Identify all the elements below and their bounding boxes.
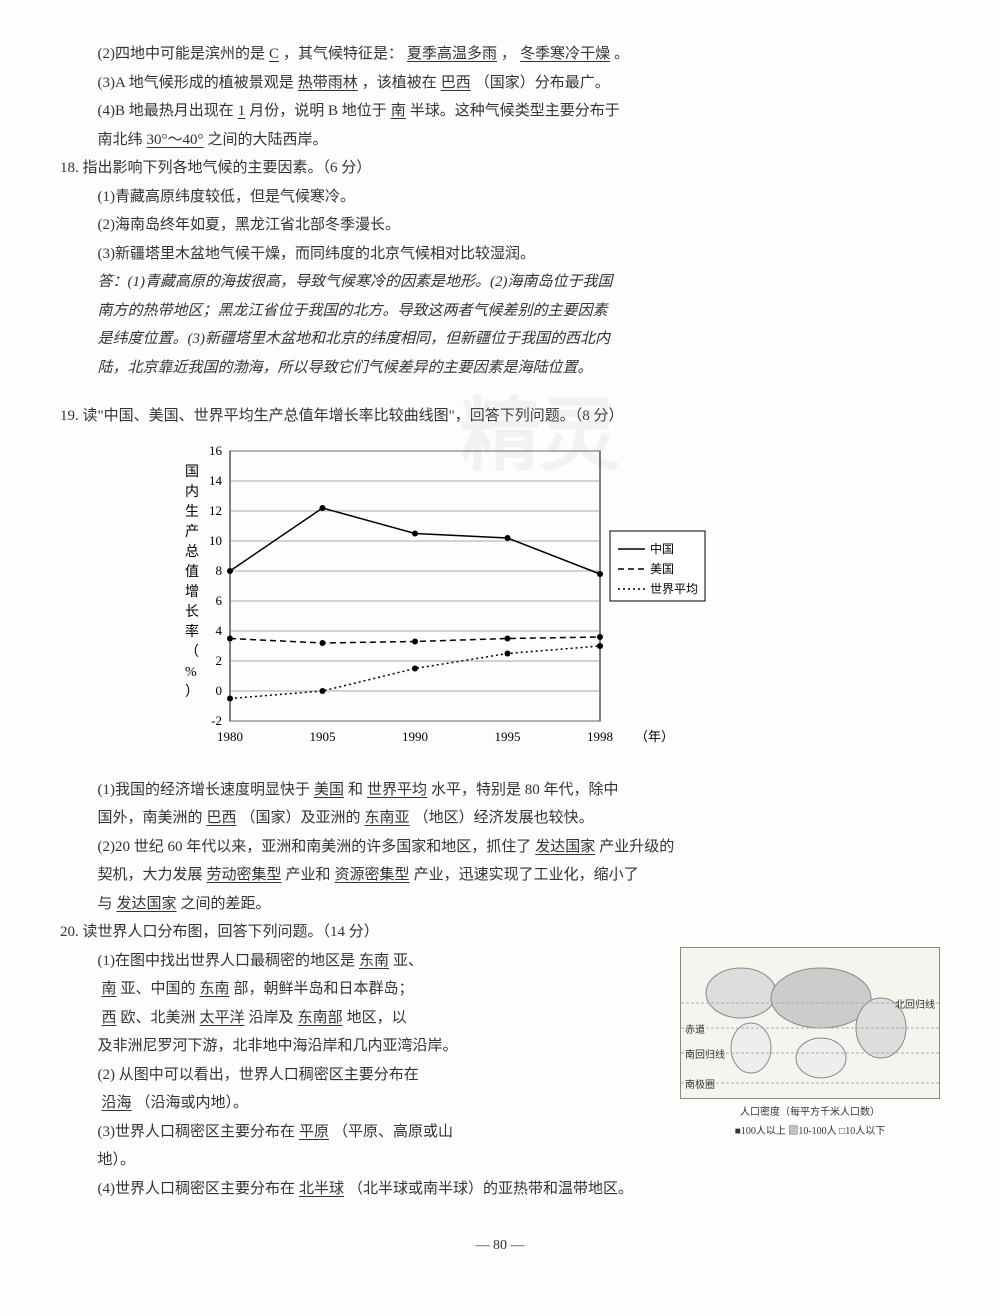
answer: 劳动密集型 xyxy=(203,867,286,883)
q18-s3: (3)新疆塔里木盆地气候干燥，而同纬度的北京气候相对比较湿润。 xyxy=(60,240,940,269)
svg-text:国: 国 xyxy=(185,465,199,480)
q19-l2c: 与发达国家之间的差距。 xyxy=(60,890,940,919)
svg-text:1998: 1998 xyxy=(587,729,613,744)
svg-text:8: 8 xyxy=(216,563,223,578)
q20-text-block: (1)在图中找出世界人口最稠密的地区是东南亚、 南亚、中国的东南部，朝鲜半岛和日… xyxy=(60,947,660,1175)
q20-l2b: 沿海（沿海或内地）。 xyxy=(60,1089,660,1118)
svg-text:长: 长 xyxy=(185,604,199,620)
answer: 热带雨林 xyxy=(294,75,362,91)
answer: 1 xyxy=(234,103,250,119)
answer: 巴西 xyxy=(203,810,241,826)
q17-line4a: (4)B 地最热月出现在1月份，说明 B 地位于南半球。这种气候类型主要分布于 xyxy=(60,97,940,126)
q20-l1d: 及非洲尼罗河下游，北非地中海沿岸和几内亚湾沿岸。 xyxy=(60,1032,660,1061)
q18-title: 18. 指出影响下列各地气候的主要因素。（6 分） xyxy=(60,154,940,183)
q19-title: 19. 读"中国、美国、世界平均生产总值年增长率比较曲线图"，回答下列问题。（8… xyxy=(60,402,940,431)
svg-text:16: 16 xyxy=(209,443,223,458)
q17-line4b: 南北纬30°～40°之间的大陆西岸。 xyxy=(60,126,940,155)
svg-text:（年）: （年） xyxy=(635,729,674,744)
svg-text:2: 2 xyxy=(216,653,223,668)
svg-text:1905: 1905 xyxy=(310,729,336,744)
answer: 东南亚 xyxy=(361,810,414,826)
svg-text:值: 值 xyxy=(185,564,199,580)
map-legend: ■100人以上 ▨10-100人 □10人以下 xyxy=(680,1122,940,1141)
q19-l2a: (2)20 世纪 60 年代以来，亚洲和南美洲的许多国家和地区，抓住了发达国家产… xyxy=(60,833,940,862)
q20-l1a: (1)在图中找出世界人口最稠密的地区是东南亚、 xyxy=(60,947,660,976)
svg-text:1990: 1990 xyxy=(402,729,428,744)
page-number: — 80 — xyxy=(60,1233,940,1260)
answer: 东南部 xyxy=(294,1010,347,1026)
svg-text:世界平均: 世界平均 xyxy=(650,582,698,596)
map-label-antarctic: 南极圈 xyxy=(685,1076,715,1095)
answer: 东南 xyxy=(196,981,234,997)
q19-l2b: 契机，大力发展劳动密集型产业和资源密集型产业，迅速实现了工业化，缩小了 xyxy=(60,861,940,890)
svg-text:产: 产 xyxy=(185,524,199,540)
svg-text:12: 12 xyxy=(209,503,222,518)
q18-answer: 答：(1)青藏高原的海拔很高，导致气候寒冷的因素是地形。(2)海南岛位于我国 xyxy=(60,268,940,297)
q17-line2: (2)四地中可能是滨州的是C，其气候特征是：夏季高温多雨，冬季寒冷干燥。 xyxy=(60,40,940,69)
answer: 夏季高温多雨 xyxy=(403,46,501,62)
svg-text:生: 生 xyxy=(185,504,199,520)
answer: 发达国家 xyxy=(113,896,181,912)
svg-text:0: 0 xyxy=(216,683,223,698)
answer: 沿海 xyxy=(98,1095,136,1111)
q20-l1c: 西欧、北美洲太平洋沿岸及东南部地区，以 xyxy=(60,1004,660,1033)
svg-text:1980: 1980 xyxy=(217,729,243,744)
answer: 东南 xyxy=(355,953,393,969)
svg-text:%: % xyxy=(185,665,197,680)
q20-l4: (4)世界人口稠密区主要分布在北半球（北半球或南半球）的亚热带和温带地区。 xyxy=(60,1175,940,1204)
map-legend-title: 人口密度（每平方千米人口数） xyxy=(680,1103,940,1122)
svg-text:1995: 1995 xyxy=(495,729,521,744)
q18-s1: (1)青藏高原纬度较低，但是气候寒冷。 xyxy=(60,183,940,212)
page-container: 精灵 (2)四地中可能是滨州的是C，其气候特征是：夏季高温多雨，冬季寒冷干燥。 … xyxy=(60,40,940,1260)
answer: 巴西 xyxy=(437,75,475,91)
q20-l2a: (2) 从图中可以看出，世界人口稠密区主要分布在 xyxy=(60,1061,660,1090)
q19-l1b: 国外，南美洲的巴西（国家）及亚洲的东南亚（地区）经济发展也较快。 xyxy=(60,804,940,833)
svg-text:）: ） xyxy=(185,684,199,700)
answer: 西 xyxy=(98,1010,121,1026)
q19-l1a: (1)我国的经济增长速度明显快于美国和世界平均水平，特别是 80 年代，除中 xyxy=(60,776,940,805)
svg-text:总: 总 xyxy=(185,544,199,560)
svg-text:14: 14 xyxy=(209,473,223,488)
answer: 资源密集型 xyxy=(331,867,414,883)
answer: 发达国家 xyxy=(531,839,599,855)
q20-title: 20. 读世界人口分布图，回答下列问题。（14 分） xyxy=(60,918,940,947)
svg-text:内: 内 xyxy=(185,484,199,500)
q18-answer-l2: 南方的热带地区；黑龙江省位于我国的北方。导致这两者气候差别的主要因素 xyxy=(60,297,940,326)
answer: 南 xyxy=(98,981,121,997)
map-label-equator: 赤道 xyxy=(685,1021,705,1040)
svg-text:4: 4 xyxy=(216,623,223,638)
gdp-growth-chart: -2 0 2 4 6 8 10 12 14 16 1980 1905 1990 1995 1998 （年） 国内… xyxy=(160,441,940,761)
answer: 北半球 xyxy=(295,1181,348,1197)
svg-text:增: 增 xyxy=(185,584,199,600)
svg-text:-2: -2 xyxy=(211,713,222,728)
q17-line3: (3)A 地气候形成的植被景观是热带雨林，该植被在巴西（国家）分布最广。 xyxy=(60,69,940,98)
answer: 30°～40° xyxy=(143,132,208,148)
q18-s2: (2)海南岛终年如夏，黑龙江省北部冬季漫长。 xyxy=(60,211,940,240)
answer: 美国 xyxy=(310,782,348,798)
answer: 冬季寒冷干燥 xyxy=(516,46,614,62)
svg-text:率: 率 xyxy=(185,623,199,640)
answer: 太平洋 xyxy=(196,1010,249,1026)
answer: C xyxy=(265,46,283,62)
world-population-map: 北回归线 赤道 南回归线 南极圈 人口密度（每平方千米人口数） ■100人以上 … xyxy=(680,947,940,1175)
map-placeholder: 北回归线 赤道 南回归线 南极圈 xyxy=(680,947,940,1099)
q18-answer-l3: 是纬度位置。(3)新疆塔里木盆地和北京的纬度相同，但新疆位于我国的西北内 xyxy=(60,325,940,354)
svg-text:10: 10 xyxy=(209,533,222,548)
q18-answer-l4: 陆，北京靠近我国的渤海，所以导致它们气候差异的主要因素是海陆位置。 xyxy=(60,354,940,383)
map-svg xyxy=(681,948,939,1096)
svg-text:美国: 美国 xyxy=(650,562,674,576)
svg-text:（: （ xyxy=(185,644,199,660)
map-label-tropic-n: 北回归线 xyxy=(895,996,935,1015)
svg-text:中国: 中国 xyxy=(650,541,674,556)
svg-text:6: 6 xyxy=(216,593,223,608)
line-chart-svg: -2 0 2 4 6 8 10 12 14 16 1980 1905 1990 1995 1998 （年） 国内… xyxy=(160,441,720,761)
answer: 平原 xyxy=(295,1124,333,1140)
map-label-tropic-s: 南回归线 xyxy=(685,1046,725,1065)
answer: 世界平均 xyxy=(363,782,431,798)
q20-l3b: 地）。 xyxy=(60,1146,660,1175)
answer: 南 xyxy=(387,103,410,119)
q20-l3: (3)世界人口稠密区主要分布在平原（平原、高原或山 xyxy=(60,1118,660,1147)
q20-l1b: 南亚、中国的东南部，朝鲜半岛和日本群岛； xyxy=(60,975,660,1004)
